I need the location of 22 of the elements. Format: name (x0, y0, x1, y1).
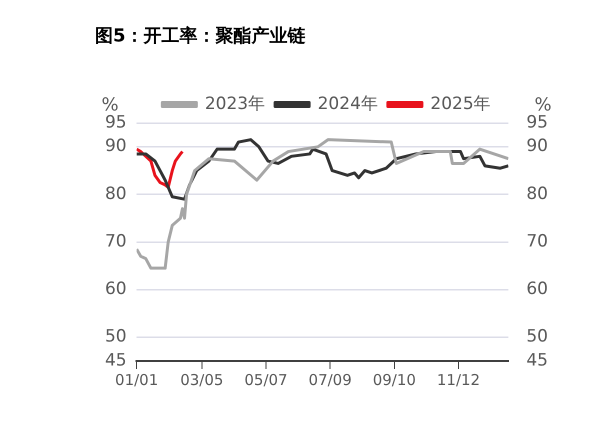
x-tick-label: 05/07 (244, 370, 288, 389)
y-tick-label: 50 (104, 326, 127, 347)
chart-title: 图5：开工率：聚酯产业链 (95, 25, 307, 46)
x-tick-label: 11/12 (436, 370, 480, 389)
y2-tick-label: 50 (526, 326, 548, 347)
legend-label: 2024年 (318, 94, 378, 114)
x-tick-label: 09/10 (372, 370, 416, 389)
x-tick-label: 07/09 (308, 370, 352, 389)
y2-tick-label: 90 (526, 136, 548, 156)
y-tick-label: 60 (104, 279, 127, 300)
y-tick-label: 80 (104, 184, 127, 204)
y-tick-label: 90 (104, 136, 127, 156)
x-tick-label: 01/01 (115, 370, 158, 389)
legend-label: 2025年 (430, 94, 491, 114)
legend-label: 2023年 (204, 94, 266, 114)
y2-tick-label: 80 (526, 184, 548, 204)
y-tick-label: 45 (104, 350, 127, 370)
y2-tick-label: 60 (526, 279, 548, 300)
y2-tick-label: 70 (526, 231, 548, 252)
x-tick-label: 03/05 (180, 370, 224, 389)
y-tick-label: 70 (104, 231, 127, 252)
y2-tick-label: 45 (526, 350, 548, 370)
